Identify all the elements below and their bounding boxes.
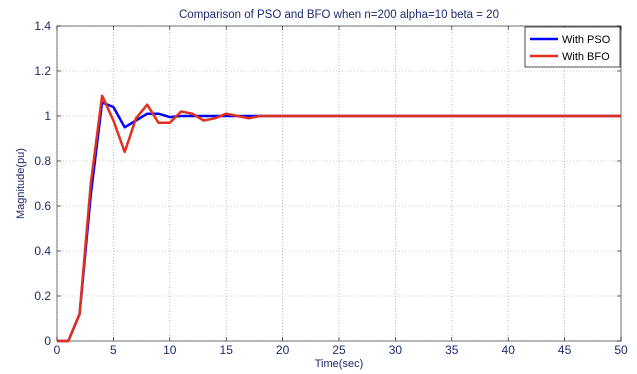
- x-tick-label: 15: [220, 343, 234, 357]
- legend-label: With BFO: [562, 51, 610, 63]
- x-tick-label: 0: [54, 343, 61, 357]
- x-tick-label: 35: [445, 343, 459, 357]
- series-line-bfo: [57, 94, 621, 343]
- x-tick-label: 30: [389, 343, 403, 357]
- x-tick-label: 20: [276, 343, 290, 357]
- legend: With PSO With BFO: [524, 26, 621, 68]
- x-tick-label: 50: [614, 343, 628, 357]
- y-axis-label: Magnitude(pu): [15, 148, 27, 219]
- x-tick-label: 10: [163, 343, 177, 357]
- x-axis-label: Time(sec): [315, 358, 363, 370]
- y-tick-label: 1.2: [34, 64, 51, 78]
- x-tick-label: 5: [110, 343, 117, 357]
- chart-title: Comparison of PSO and BFO when n=200 alp…: [179, 9, 499, 21]
- y-tick-label: 1: [44, 109, 51, 123]
- x-tick-label: 40: [502, 343, 516, 357]
- legend-label: With PSO: [562, 34, 611, 46]
- y-tick-label: 0.6: [34, 199, 51, 213]
- x-axis-ticks: 0 5 10 15 20 25 30 35 40 45 50: [54, 26, 628, 357]
- legend-box: [524, 26, 621, 68]
- y-tick-label: 0.2: [34, 289, 51, 303]
- y-axis-ticks: 0 0.2 0.4 0.6 0.8 1 1.2 1.4: [34, 19, 621, 348]
- plot-area: [56, 25, 622, 342]
- y-tick-label: 0: [44, 334, 51, 348]
- y-tick-label: 0.4: [34, 244, 51, 258]
- x-tick-label: 45: [558, 343, 572, 357]
- y-tick-label: 1.4: [34, 19, 51, 33]
- y-tick-label: 0.8: [34, 154, 51, 168]
- x-tick-label: 25: [332, 343, 346, 357]
- series-lines: [57, 94, 621, 343]
